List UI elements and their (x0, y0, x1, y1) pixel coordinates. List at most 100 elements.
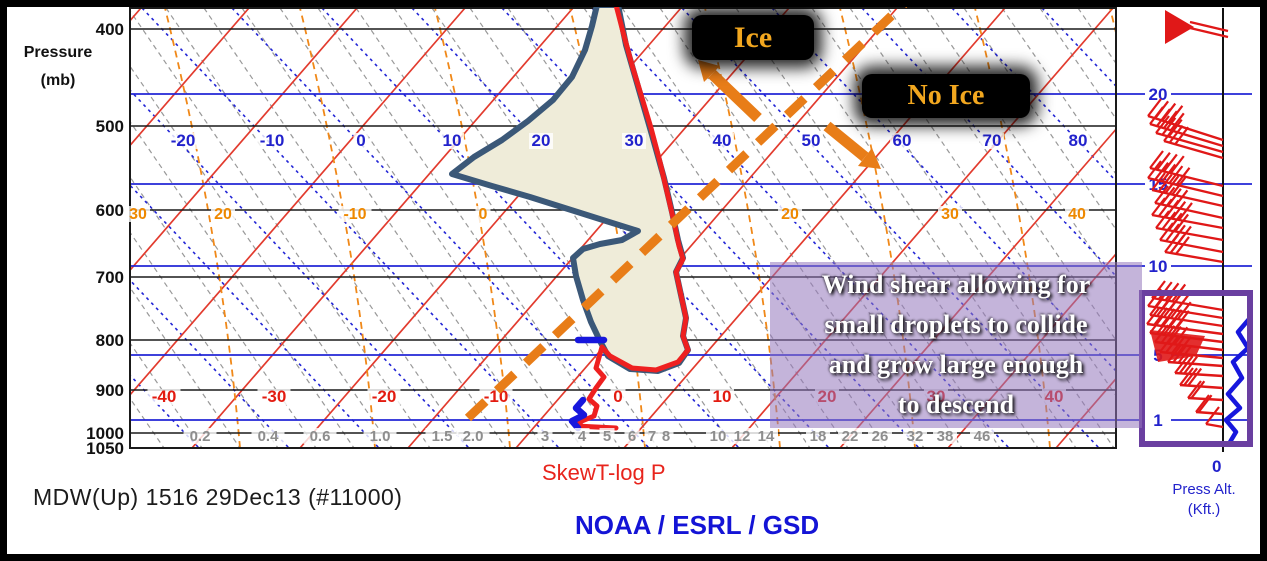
isotherm-label-blue: 30 (625, 131, 644, 150)
wind-barb-feather (1168, 105, 1184, 124)
mixing-ratio-label-halo (363, 428, 397, 444)
mixing-ratio-label-halo (868, 428, 892, 444)
gray-adiabat-line (165, 8, 469, 448)
alt-label-halo (1145, 85, 1171, 103)
red-isotherm-line (130, 8, 250, 147)
wind-barb-feather (1155, 210, 1170, 229)
plot-border (129, 7, 1117, 449)
isotherm-label-blue-halo (710, 133, 734, 149)
wind-barb-feather (1171, 201, 1187, 220)
wind-barb-feather (1157, 173, 1173, 193)
mixing-ratio-label-halo (599, 428, 615, 444)
isotherm-label-blue: 70 (983, 131, 1002, 150)
wind-barb-feather (1175, 236, 1190, 255)
low-level-shear-highlight-rect (1139, 290, 1253, 447)
wind-barb-feather (1146, 306, 1161, 325)
wind-barb-feather (1183, 355, 1198, 375)
mixing-ratio-label-halo (730, 428, 754, 444)
wind-barb-feather (1156, 152, 1171, 171)
wind-shear-annotation: Wind shear allowing for small droplets t… (770, 262, 1142, 428)
wind-barb-feather (1187, 380, 1202, 399)
ice-label: Ice (692, 15, 814, 60)
wind-barb-feather (1164, 175, 1180, 194)
adiabat-label-orange-halo (1065, 206, 1089, 222)
alt-axis-unit: (Kft.) (1187, 501, 1221, 518)
wind-barb-feather (1176, 301, 1192, 320)
pressure-tick-label: 900 (96, 381, 124, 400)
no-ice-label: No Ice (862, 74, 1030, 118)
isotherm-label-blue: -20 (171, 131, 196, 150)
mixing-ratio-label-halo (903, 428, 927, 444)
isotherm-label-blue-halo (1066, 133, 1090, 149)
mixing-ratio-label: 1.5 (432, 428, 453, 445)
blue-skew-line (130, 89, 470, 448)
no-ice-label-text: No Ice (907, 80, 985, 111)
isotherm-label-red-halo (610, 389, 626, 405)
wind-barb-feather (1156, 298, 1171, 317)
gray-adiabat-line (469, 8, 773, 448)
isotherm-label-blue: 20 (532, 131, 551, 150)
wind-barb-feather (1169, 155, 1185, 174)
wind-barb-flag-tail (1189, 26, 1229, 39)
wind-barb-feather (1175, 167, 1191, 186)
wind-barb-feather (1153, 307, 1169, 326)
pressure-axis-title: Pressure (23, 44, 93, 61)
mixing-ratio-label: 14 (758, 428, 775, 445)
annotation-arrow-shaft (823, 121, 869, 162)
blue-skew-line (141, 8, 560, 448)
wind-barb-feather (1161, 211, 1177, 230)
wind-barb-staff (1205, 422, 1224, 429)
red-isotherm-line (191, 8, 574, 448)
isotherm-label-blue-halo (255, 133, 289, 149)
wind-barb-flag (1165, 10, 1194, 44)
gray-adiabat-line (130, 231, 279, 448)
mixing-ratio-label-halo (838, 428, 862, 444)
isotherm-label-blue: 0 (356, 131, 365, 150)
wind-barb-feather (1174, 213, 1189, 233)
annotation-arrow-head (858, 148, 881, 169)
isotherm-label-red-halo (257, 389, 291, 405)
wind-barb-feather (1162, 110, 1178, 129)
mixing-ratio-label-halo (425, 428, 459, 444)
mixing-ratio-label-halo (574, 428, 590, 444)
red-isotherm-line (130, 8, 358, 272)
mixing-ratio-label-halo (251, 428, 285, 444)
mixing-ratio-label: 18 (810, 428, 827, 445)
gray-adiabat-line (203, 8, 507, 448)
wind-barb-feather (1162, 299, 1178, 318)
gray-adiabat-line (279, 8, 583, 448)
wind-barb-staff (1151, 296, 1224, 312)
isotherm-label-blue-halo (890, 133, 914, 149)
wind-barb-feather (1174, 355, 1189, 374)
alt-axis-zero-label: 0 (1212, 457, 1222, 476)
mixing-ratio-label: 12 (734, 428, 751, 445)
mixing-ratio-label-halo (933, 428, 957, 444)
wind-shear-line-2: small droplets to collide (824, 310, 1088, 339)
alt-axis-title: Press Alt. (1172, 481, 1236, 498)
isotherm-label-red: -30 (262, 387, 287, 406)
wind-barb-staff (1147, 176, 1224, 198)
wind-barb-staff (1167, 360, 1224, 368)
adiabat-label-orange-halo (778, 206, 802, 222)
isotherm-label-red: 0 (613, 387, 622, 406)
mixing-ratio-label: 22 (842, 428, 859, 445)
gray-adiabat-line (355, 8, 659, 448)
wind-shear-line-1: Wind shear allowing for (821, 270, 1091, 299)
wind-barb-feather (1149, 150, 1164, 169)
temperature-trace (573, 2, 691, 431)
gray-adiabat-line (130, 342, 203, 448)
chart-type-label: SkewT-log P (542, 460, 666, 485)
isotherm-label-blue-halo (440, 133, 464, 149)
gray-adiabat-line (130, 65, 393, 448)
wind-barb-feather (1179, 367, 1194, 386)
isotherm-label-blue: 80 (1069, 131, 1088, 150)
low-level-dewpoint-zigzag (1223, 316, 1252, 444)
adiabat-label-orange: 0 (479, 206, 488, 223)
isotherm-label-red-halo (367, 389, 401, 405)
station-id-text: MDW(Up) 1516 29Dec13 (#11000) (33, 484, 403, 510)
alt-label-halo (1145, 411, 1171, 429)
adiabat-label-orange-halo (126, 206, 150, 222)
orange-adiabat-line (164, 8, 241, 448)
isotherm-label-blue: 60 (893, 131, 912, 150)
